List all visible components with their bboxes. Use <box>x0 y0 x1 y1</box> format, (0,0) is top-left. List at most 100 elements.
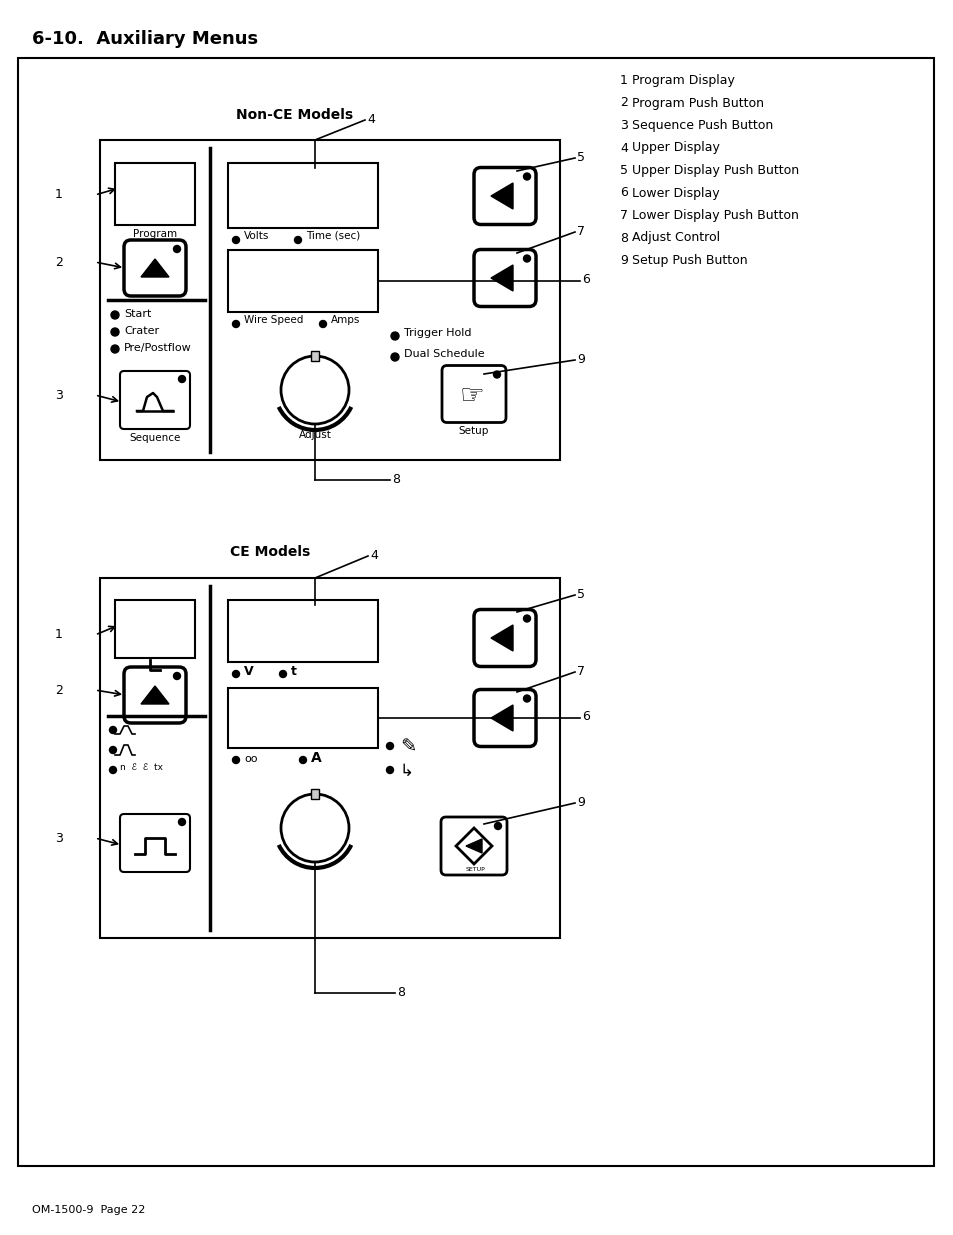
Circle shape <box>494 823 501 830</box>
Circle shape <box>173 246 180 252</box>
Text: 3: 3 <box>55 832 63 845</box>
Bar <box>228 249 377 312</box>
Circle shape <box>319 321 326 327</box>
Text: Lower Display Push Button: Lower Display Push Button <box>631 209 798 222</box>
Text: 3: 3 <box>55 389 63 403</box>
Text: t: t <box>291 664 296 678</box>
FancyBboxPatch shape <box>474 168 536 225</box>
Circle shape <box>279 671 286 678</box>
Text: 5: 5 <box>577 588 584 601</box>
Circle shape <box>493 370 500 378</box>
Circle shape <box>111 311 119 319</box>
Text: 9: 9 <box>577 797 584 809</box>
Text: Lower Display: Lower Display <box>631 186 719 200</box>
Text: ☞: ☞ <box>459 382 484 410</box>
Circle shape <box>110 746 116 753</box>
Text: 6-10.  Auxiliary Menus: 6-10. Auxiliary Menus <box>32 30 258 48</box>
Circle shape <box>391 332 398 340</box>
Circle shape <box>294 236 301 243</box>
Bar <box>115 163 194 225</box>
Text: 6: 6 <box>581 710 589 722</box>
Text: 9: 9 <box>577 353 584 366</box>
Circle shape <box>178 819 185 825</box>
Circle shape <box>386 742 393 750</box>
Bar <box>311 789 318 799</box>
Text: OM-1500-9  Page 22: OM-1500-9 Page 22 <box>32 1205 145 1215</box>
Text: Amps: Amps <box>331 315 360 325</box>
Circle shape <box>110 726 116 734</box>
Text: 3: 3 <box>619 119 627 132</box>
Bar <box>115 600 194 658</box>
Circle shape <box>281 356 349 424</box>
Text: 8: 8 <box>396 986 405 999</box>
Text: ✎: ✎ <box>399 739 416 757</box>
Text: Dual Schedule: Dual Schedule <box>403 350 484 359</box>
Text: Adjust Control: Adjust Control <box>631 231 720 245</box>
Text: Trigger Hold: Trigger Hold <box>403 329 471 338</box>
Circle shape <box>233 321 239 327</box>
Text: 9: 9 <box>619 254 627 267</box>
Circle shape <box>523 615 530 622</box>
Polygon shape <box>141 685 169 704</box>
Text: Non-CE Models: Non-CE Models <box>236 107 354 122</box>
Text: 1: 1 <box>619 74 627 86</box>
FancyBboxPatch shape <box>124 667 186 722</box>
Text: 8: 8 <box>392 473 399 487</box>
Text: 2: 2 <box>55 684 63 697</box>
Text: CE Models: CE Models <box>230 545 310 559</box>
Polygon shape <box>491 266 513 291</box>
Polygon shape <box>491 183 513 209</box>
Text: 7: 7 <box>577 664 584 678</box>
Text: Wire Speed: Wire Speed <box>244 315 303 325</box>
Bar <box>228 688 377 748</box>
Text: 4: 4 <box>367 112 375 126</box>
Circle shape <box>281 794 349 862</box>
Polygon shape <box>491 705 513 731</box>
FancyBboxPatch shape <box>474 610 536 667</box>
Text: 6: 6 <box>619 186 627 200</box>
Bar <box>228 163 377 228</box>
Text: A: A <box>311 751 321 764</box>
Text: Setup Push Button: Setup Push Button <box>631 254 747 267</box>
Circle shape <box>299 757 306 763</box>
Circle shape <box>523 173 530 180</box>
Text: 4: 4 <box>370 550 377 562</box>
Text: 2: 2 <box>55 256 63 269</box>
Text: 2: 2 <box>619 96 627 110</box>
Text: Start: Start <box>124 309 152 319</box>
Text: n  ℰ  ℰ  tx: n ℰ ℰ tx <box>120 763 163 772</box>
Text: Adjust: Adjust <box>298 430 331 440</box>
Text: Pre/Postflow: Pre/Postflow <box>124 343 192 353</box>
FancyBboxPatch shape <box>124 240 186 296</box>
Text: 5: 5 <box>619 164 627 177</box>
Circle shape <box>233 757 239 763</box>
Bar <box>100 140 559 459</box>
Polygon shape <box>465 839 481 853</box>
Circle shape <box>173 673 180 679</box>
Text: 1: 1 <box>55 629 63 641</box>
Text: Program: Program <box>132 228 177 240</box>
Text: Sequence Push Button: Sequence Push Button <box>631 119 773 132</box>
Polygon shape <box>141 259 169 277</box>
Text: 7: 7 <box>619 209 627 222</box>
Polygon shape <box>456 827 492 864</box>
Circle shape <box>178 375 185 383</box>
Text: Program Push Button: Program Push Button <box>631 96 763 110</box>
FancyBboxPatch shape <box>120 370 190 429</box>
FancyBboxPatch shape <box>120 814 190 872</box>
Text: Volts: Volts <box>244 231 269 241</box>
Text: 7: 7 <box>577 225 584 238</box>
FancyBboxPatch shape <box>441 366 505 422</box>
FancyBboxPatch shape <box>474 689 536 746</box>
Circle shape <box>111 345 119 353</box>
Text: Upper Display: Upper Display <box>631 142 720 154</box>
Text: SETUP: SETUP <box>466 867 485 872</box>
Bar <box>18 58 933 1166</box>
FancyBboxPatch shape <box>474 249 536 306</box>
Text: Program Display: Program Display <box>631 74 734 86</box>
Text: Upper Display Push Button: Upper Display Push Button <box>631 164 799 177</box>
Bar <box>228 600 377 662</box>
Circle shape <box>111 329 119 336</box>
Text: 6: 6 <box>581 273 589 287</box>
FancyBboxPatch shape <box>440 818 506 876</box>
